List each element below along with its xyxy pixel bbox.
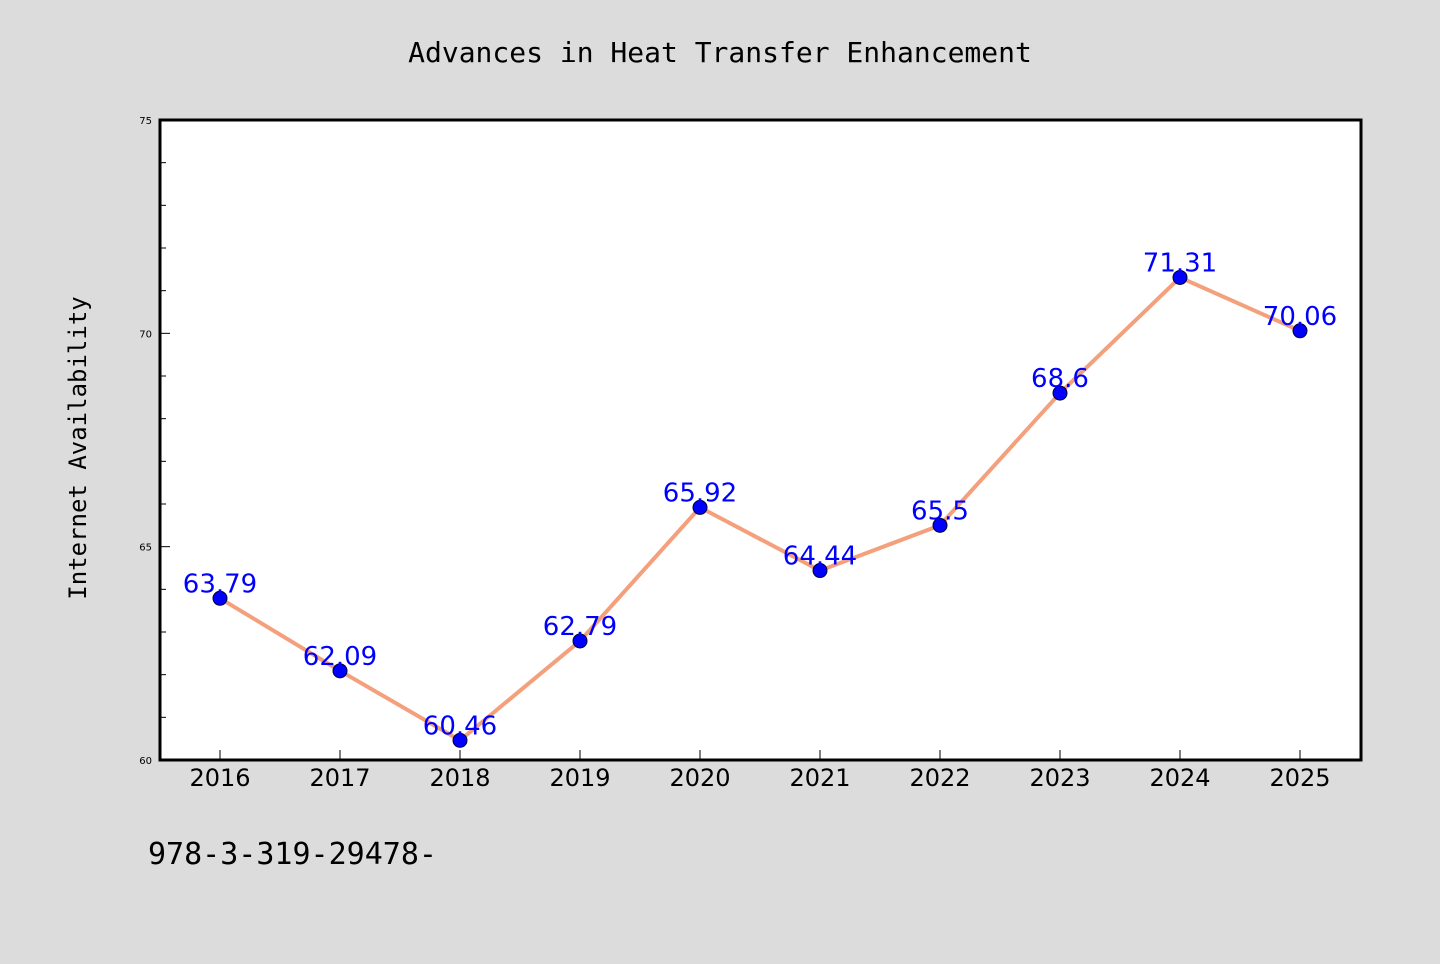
data-point-marker [692, 499, 708, 515]
x-tick-label: 2022 [909, 764, 970, 792]
y-tick-label: 70 [139, 329, 152, 340]
series-line-group [212, 269, 1308, 748]
data-label: 71.31 [1143, 248, 1217, 278]
data-label: 65.92 [663, 478, 737, 508]
y-axis: 60 65 70 75 [139, 116, 170, 767]
data-point-marker [812, 563, 828, 579]
data-labels: 63.79 62.09 60.46 62.79 65.92 64.44 65.5 68.6 71… [183, 248, 1337, 741]
data-label: 62.09 [303, 642, 377, 672]
chart-title: Advances in Heat Transfer Enhancement [408, 36, 1032, 69]
y-tick-label: 65 [139, 543, 152, 554]
data-label: 63.79 [183, 569, 257, 599]
x-axis: 2016 2017 2018 2019 2020 2021 2022 2023 2024 2025 [189, 750, 1331, 792]
x-tick-label: 2016 [189, 764, 250, 792]
x-tick-label: 2018 [429, 764, 490, 792]
data-point-marker [212, 590, 228, 606]
series-line [218, 275, 1301, 743]
data-point-marker [572, 633, 588, 649]
data-label: 70.06 [1263, 302, 1337, 332]
x-tick-label: 2021 [789, 764, 850, 792]
data-point-marker [932, 517, 948, 533]
data-label: 62.79 [543, 612, 617, 642]
data-label: 64.44 [783, 542, 857, 572]
data-point-marker [332, 663, 348, 679]
x-tick-label: 2024 [1149, 764, 1210, 792]
x-tick-label: 2020 [669, 764, 730, 792]
y-tick-label: 75 [139, 116, 152, 127]
footer-text: 978-3-319-29478- [148, 837, 437, 872]
y-tick-label: 60 [139, 756, 152, 767]
data-point-marker [1292, 323, 1308, 339]
data-point-marker [1172, 269, 1188, 285]
y-axis-label: Internet Availability [64, 296, 92, 599]
x-tick-label: 2025 [1269, 764, 1330, 792]
data-label: 65.5 [911, 496, 969, 526]
x-tick-label: 2023 [1029, 764, 1090, 792]
plot-area [158, 118, 1363, 762]
data-label: 60.46 [423, 711, 497, 741]
data-label: 68.6 [1031, 364, 1089, 394]
data-point-marker [452, 732, 468, 748]
x-tick-label: 2019 [549, 764, 610, 792]
x-tick-label: 2017 [309, 764, 370, 792]
data-point-marker [1052, 385, 1068, 401]
